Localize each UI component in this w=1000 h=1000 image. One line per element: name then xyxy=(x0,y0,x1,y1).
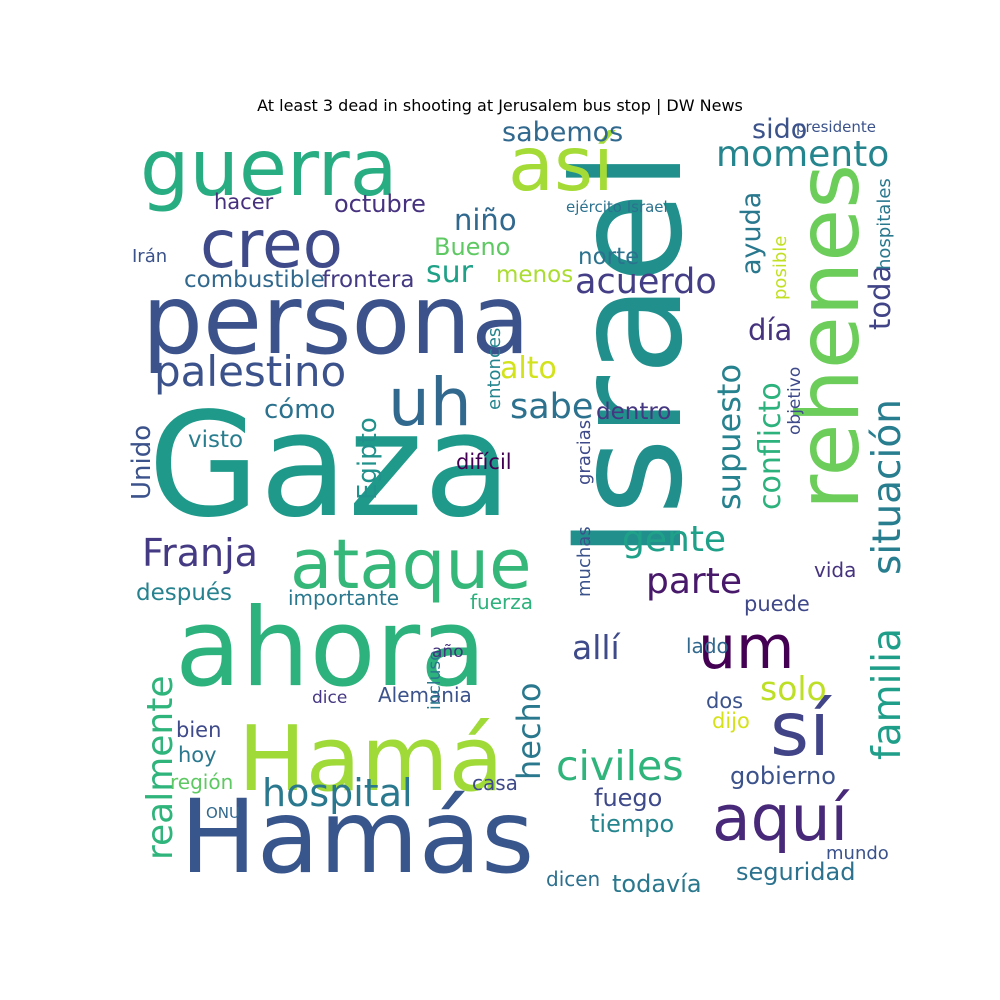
cloud-word: así xyxy=(508,120,616,208)
cloud-word: día xyxy=(748,313,792,347)
cloud-word: Gaza xyxy=(148,381,512,549)
cloud-word: Alemania xyxy=(378,683,472,707)
cloud-word: lado xyxy=(686,634,729,658)
cloud-word: situación xyxy=(865,399,910,575)
cloud-word: ahora xyxy=(175,586,486,711)
cloud-word: importante xyxy=(288,586,399,610)
cloud-word: guerra xyxy=(140,124,398,214)
cloud-word: alto xyxy=(500,351,557,386)
cloud-word: sido xyxy=(752,114,807,145)
cloud-word: creo xyxy=(200,206,343,283)
cloud-word: objetivo xyxy=(785,367,805,435)
cloud-word: aquí xyxy=(712,782,851,855)
cloud-word: muchas xyxy=(574,526,595,597)
cloud-word: sur xyxy=(426,255,474,290)
chart-title: At least 3 dead in shooting at Jerusalem… xyxy=(257,96,743,115)
cloud-word: difícil xyxy=(456,450,512,474)
cloud-word: niño xyxy=(454,203,517,237)
cloud-word: ataque xyxy=(290,525,532,605)
cloud-word: incluso xyxy=(425,650,445,710)
cloud-word: sabemos xyxy=(502,117,623,148)
cloud-word: rehenes xyxy=(779,164,879,510)
cloud-word: persona xyxy=(142,264,530,376)
cloud-word: año xyxy=(432,642,464,662)
cloud-word: puede xyxy=(744,592,810,616)
cloud-word: después xyxy=(136,580,232,606)
cloud-word: palestino xyxy=(154,347,346,396)
cloud-word: Egipto xyxy=(353,417,383,500)
cloud-word: parte xyxy=(646,561,742,602)
cloud-word: gracias xyxy=(574,420,595,485)
cloud-word: hoy xyxy=(178,743,217,767)
cloud-word: Hamá xyxy=(238,707,504,812)
cloud-word: norte xyxy=(578,244,639,270)
cloud-word: gobierno xyxy=(730,762,836,790)
cloud-word: visto xyxy=(188,427,243,453)
cloud-word: Hamás xyxy=(180,778,534,897)
cloud-word: toda xyxy=(863,265,897,330)
cloud-word: Franja xyxy=(142,531,258,575)
cloud-word: casa xyxy=(472,771,518,795)
cloud-word: Israel xyxy=(542,150,716,560)
cloud-word: mundo xyxy=(826,843,889,864)
cloud-word: posible xyxy=(770,236,791,300)
cloud-word: hacer xyxy=(214,190,274,214)
cloud-word: entonces xyxy=(484,328,505,410)
cloud-word: supuesto xyxy=(710,364,748,510)
cloud-word: Unido xyxy=(127,425,157,500)
cloud-word: fuerza xyxy=(470,590,533,614)
cloud-word: hospitales xyxy=(874,178,895,270)
cloud-word: hecho xyxy=(510,683,548,780)
cloud-word: ONU xyxy=(206,804,240,822)
cloud-word: cómo xyxy=(264,395,335,425)
cloud-word: presidente xyxy=(796,118,876,136)
cloud-word: conflicto xyxy=(753,382,788,510)
cloud-word: familia xyxy=(865,628,910,760)
cloud-word: sabe xyxy=(510,387,593,427)
cloud-word: dentro xyxy=(596,399,671,425)
cloud-word: gente xyxy=(622,519,726,560)
cloud-word: ayuda xyxy=(736,192,767,275)
cloud-word: Bueno xyxy=(434,233,510,261)
cloud-word: seguridad xyxy=(736,858,855,886)
cloud-word: combustible xyxy=(184,267,325,293)
cloud-word: allí xyxy=(572,628,622,667)
cloud-word: acuerdo xyxy=(575,262,717,302)
cloud-word: realmente xyxy=(140,675,181,860)
cloud-word: dice xyxy=(312,688,347,708)
cloud-word: civiles xyxy=(556,742,684,790)
cloud-word: frontera xyxy=(322,267,414,293)
cloud-word: momento xyxy=(716,134,889,175)
cloud-word: Irán xyxy=(132,246,167,267)
cloud-word: fuego xyxy=(594,784,662,812)
cloud-word: tiempo xyxy=(590,810,674,838)
cloud-word: bien xyxy=(176,718,221,742)
cloud-word: vida xyxy=(814,558,856,582)
cloud-word: sí xyxy=(770,685,832,773)
cloud-word: menos xyxy=(496,262,573,288)
cloud-word: hospital xyxy=(262,771,413,815)
cloud-word: ejército Israel xyxy=(566,198,668,216)
cloud-word: um xyxy=(698,613,794,683)
cloud-word: todavía xyxy=(612,870,702,898)
cloud-word: región xyxy=(170,770,233,794)
cloud-word: octubre xyxy=(334,190,426,218)
cloud-word: dos xyxy=(706,689,743,713)
cloud-word: solo xyxy=(760,669,827,708)
cloud-word: dicen xyxy=(546,867,600,891)
cloud-word: dijo xyxy=(712,709,750,733)
cloud-word: uh xyxy=(388,364,472,441)
